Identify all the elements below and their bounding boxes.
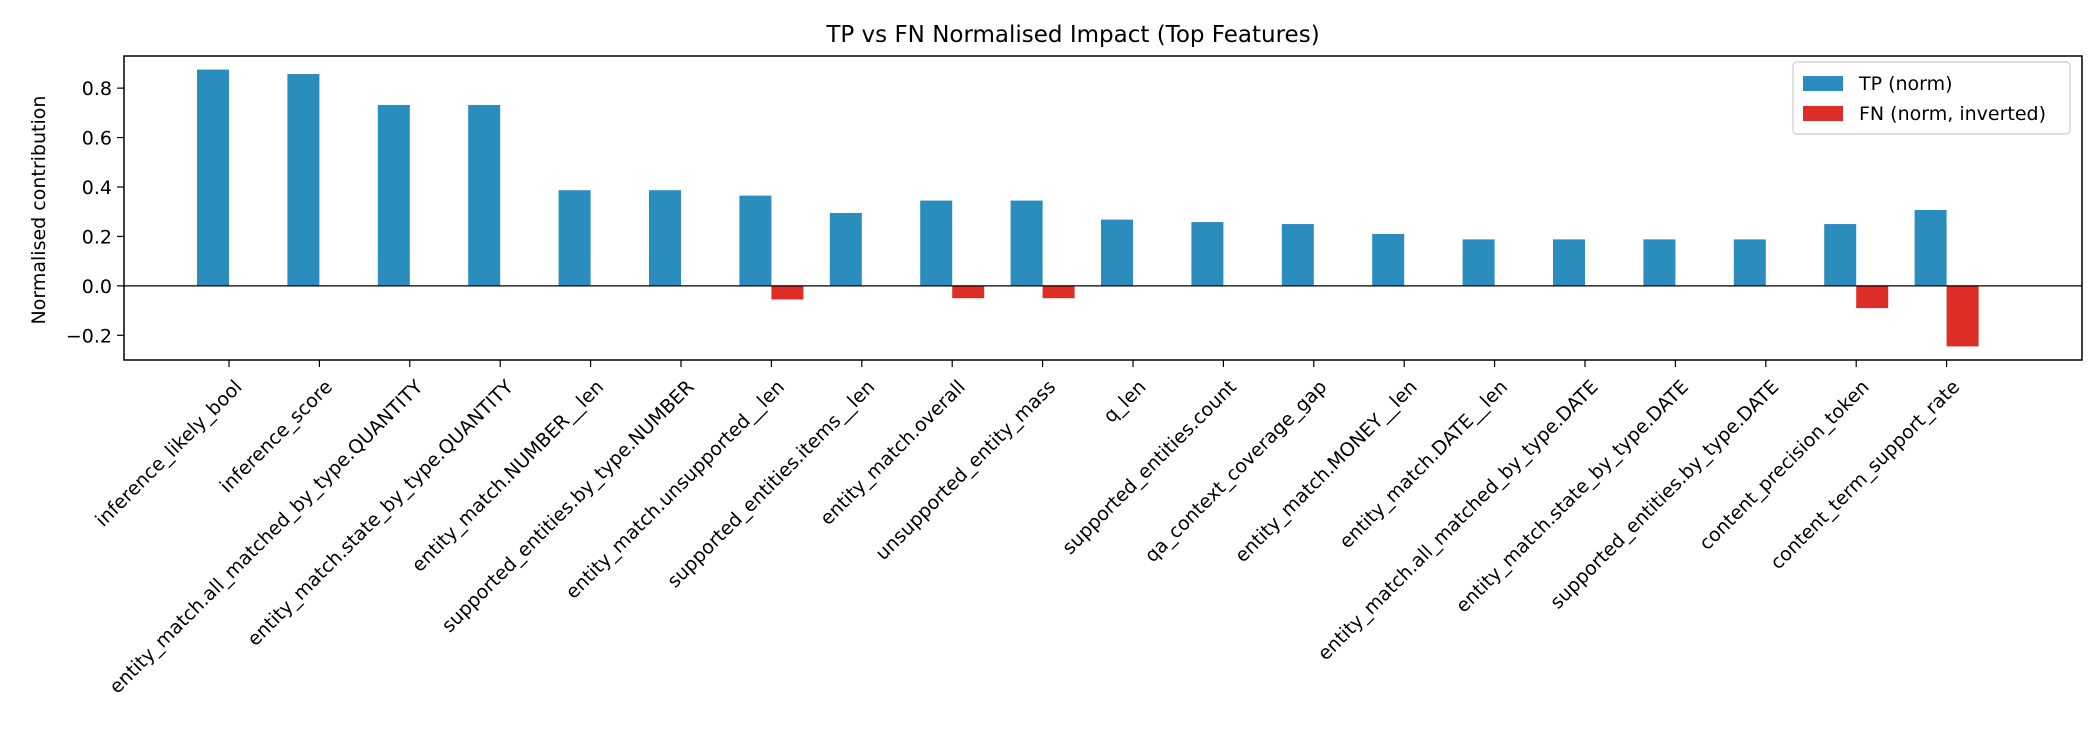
bar-tp-17: [1733, 239, 1766, 286]
y-tick-label: 0.4: [82, 177, 112, 199]
bar-tp-14: [1462, 239, 1495, 286]
legend-swatch-fn: [1803, 106, 1843, 121]
bar-tp-6: [739, 195, 772, 286]
bar-tp-19: [1914, 209, 1947, 286]
bar-fn-18: [1856, 285, 1889, 309]
bar-tp-4: [558, 190, 591, 286]
plot-area-frame: [123, 55, 2083, 361]
bar-tp-8: [920, 200, 953, 286]
y-tick-label: 0.6: [82, 128, 112, 150]
bar-tp-0: [197, 69, 229, 286]
bar-tp-15: [1553, 239, 1585, 286]
legend-label-tp: TP (norm): [1858, 73, 1953, 95]
bar-tp-16: [1643, 239, 1676, 286]
bar-tp-9: [1010, 200, 1043, 286]
bars-layer: [197, 69, 1979, 347]
y-axis: −0.2 0.0 0.2 0.4 0.6 0.8: [66, 78, 124, 347]
bar-tp-3: [468, 104, 501, 286]
bar-tp-2: [377, 104, 410, 286]
y-tick-label: 0.8: [82, 78, 112, 100]
bar-fn-19: [1946, 285, 1979, 347]
y-axis-label: Normalised contribution: [28, 96, 50, 325]
bar-tp-11: [1191, 222, 1224, 286]
bar-tp-18: [1824, 224, 1857, 286]
bar-fn-9: [1042, 285, 1075, 299]
bar-fn-8: [952, 285, 985, 299]
bar-tp-12: [1281, 224, 1314, 286]
bar-tp-10: [1101, 219, 1133, 286]
legend-box: [1792, 61, 2071, 135]
bar-fn-6: [771, 285, 804, 300]
bar-tp-13: [1372, 233, 1405, 286]
y-tick-label: 0.0: [82, 276, 112, 298]
bar-tp-5: [649, 190, 681, 286]
legend-swatch-tp: [1803, 76, 1843, 91]
y-tick-label: −0.2: [66, 325, 112, 347]
bar-tp-7: [829, 212, 862, 286]
legend-label-fn: FN (norm, inverted): [1859, 103, 2046, 125]
chart-title: TP vs FN Normalised Impact (Top Features…: [825, 22, 1319, 48]
legend: TP (norm) FN (norm, inverted): [1792, 61, 2071, 135]
y-tick-label: 0.2: [82, 226, 112, 248]
bar-tp-1: [287, 74, 320, 286]
